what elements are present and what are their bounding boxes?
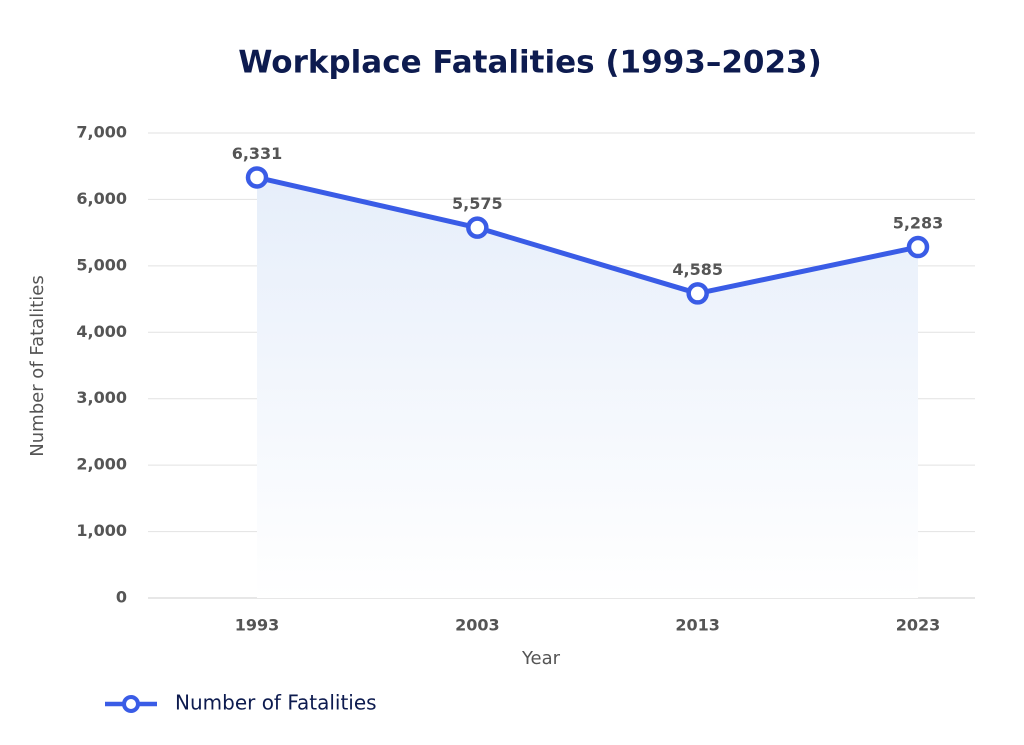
- y-tick-label: 4,000: [76, 322, 127, 341]
- y-tick-label: 7,000: [76, 123, 127, 142]
- x-axis-label: Year: [521, 648, 561, 669]
- legend-marker: [122, 695, 140, 713]
- y-tick-label: 3,000: [76, 388, 127, 407]
- line: [256, 175, 919, 296]
- marker: [686, 282, 709, 305]
- x-tick-label: 1993: [235, 616, 280, 635]
- y-tick-label: 0: [116, 588, 127, 607]
- data-label: 4,585: [672, 260, 723, 279]
- y-tick-label: 2,000: [76, 455, 127, 474]
- x-tick-label: 2003: [455, 616, 500, 635]
- marker: [245, 166, 269, 189]
- y-tick-label: 1,000: [76, 521, 127, 540]
- legend-label: Number of Fatalities: [175, 691, 377, 715]
- data-label: 5,575: [452, 194, 503, 213]
- x-tick-label: 2013: [675, 616, 720, 635]
- y-tick-label: 5,000: [76, 255, 127, 274]
- marker: [906, 235, 930, 259]
- y-axis-label: Number of Fatalities: [27, 275, 48, 456]
- y-tick-label: 6,000: [76, 189, 127, 208]
- data-label: 5,283: [893, 214, 944, 233]
- x-tick-label: 2023: [896, 616, 941, 635]
- chart-title: Workplace Fatalities (1993–2023): [238, 45, 822, 81]
- data-label: 6,331: [232, 144, 283, 163]
- area: [257, 177, 918, 598]
- marker: [466, 216, 489, 239]
